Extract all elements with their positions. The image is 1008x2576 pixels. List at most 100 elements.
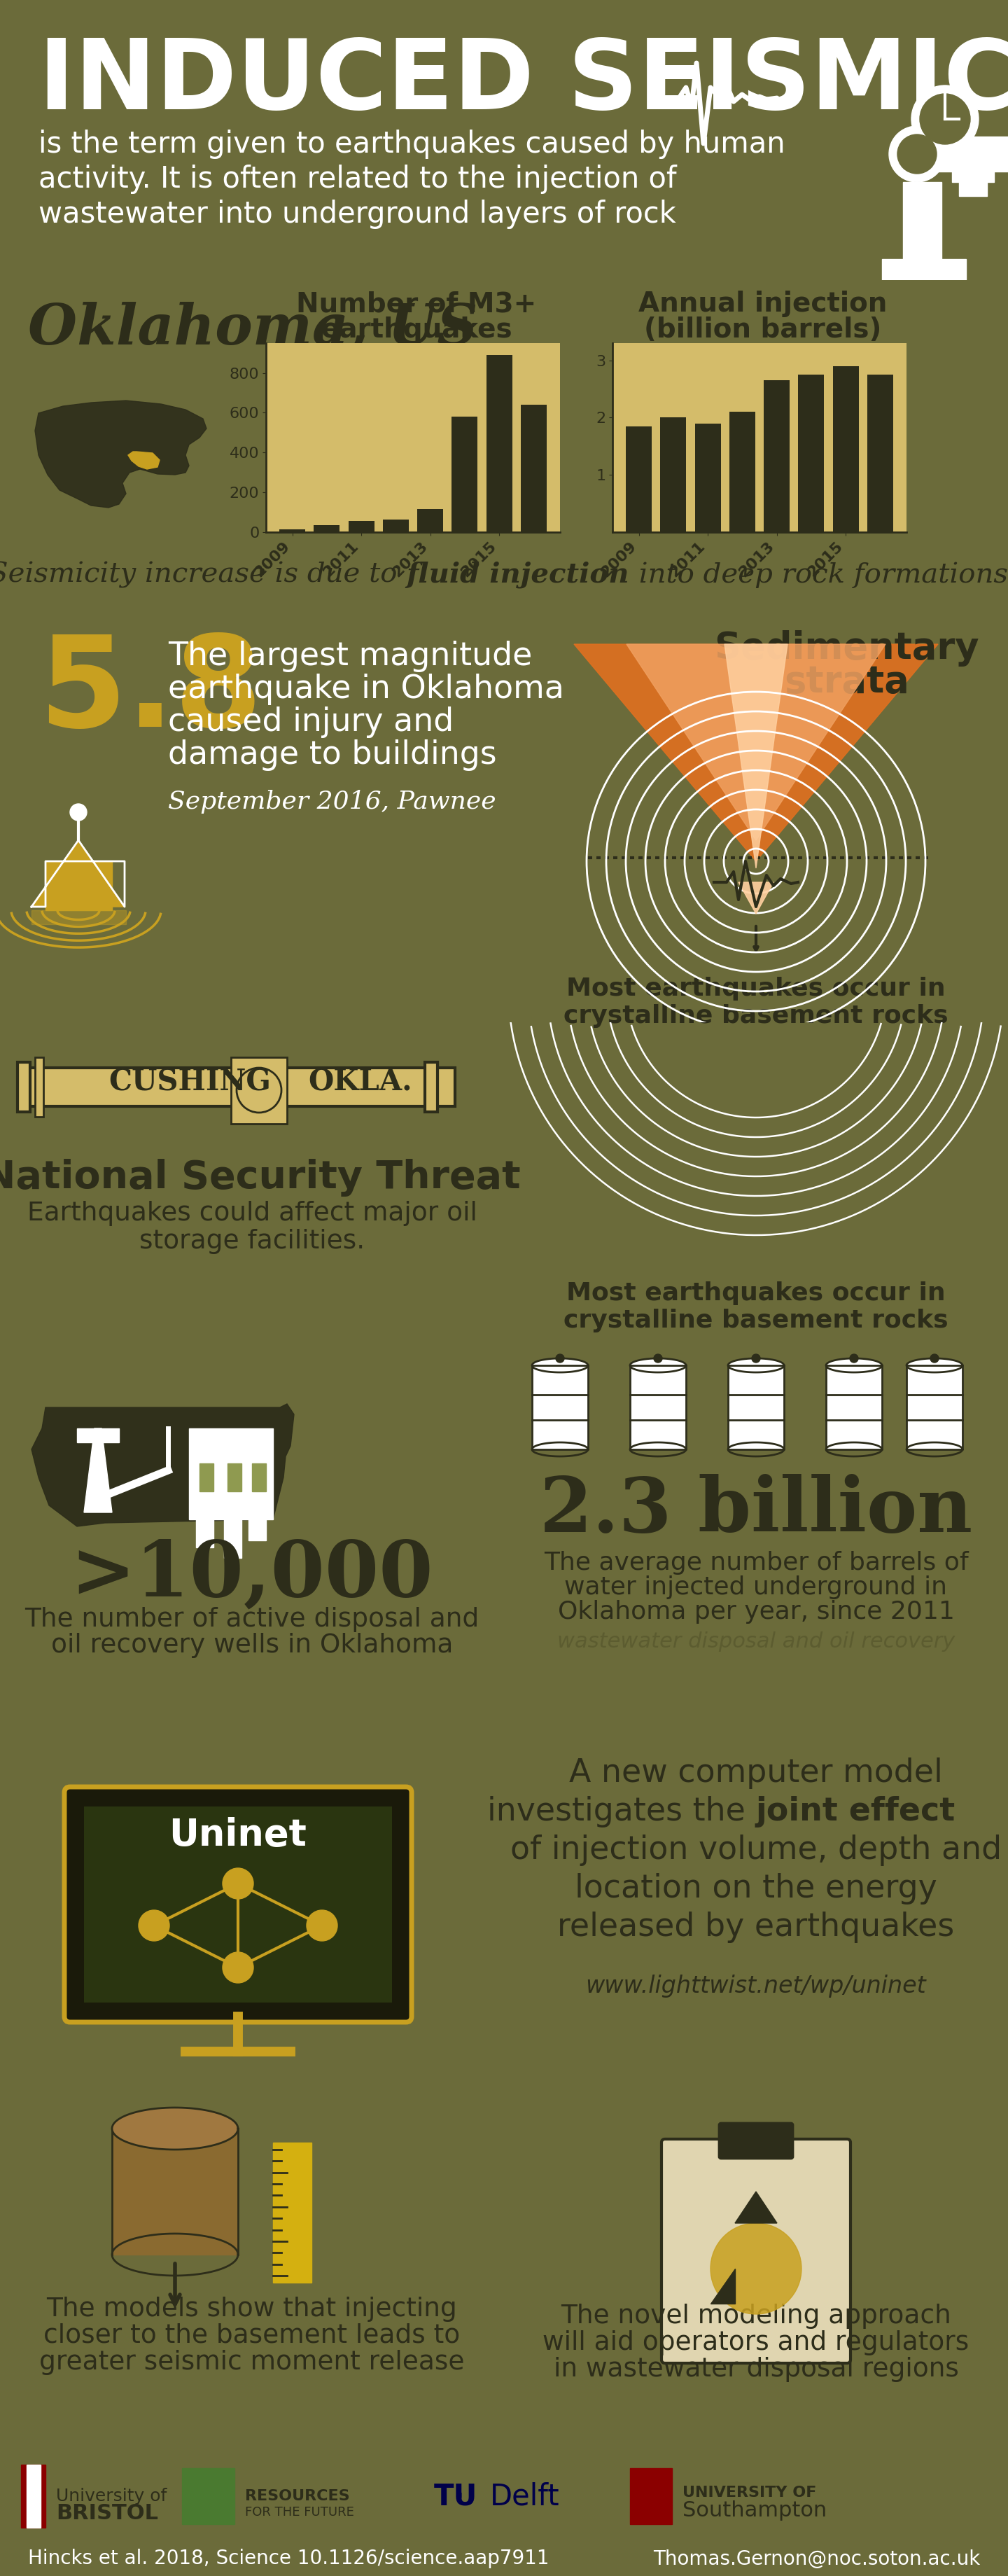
Text: 2.3 billion: 2.3 billion xyxy=(539,1473,973,1548)
Bar xyxy=(833,366,859,533)
Polygon shape xyxy=(906,1358,963,1373)
Text: www.lighttwist.net/wp/uninet: www.lighttwist.net/wp/uninet xyxy=(586,1976,926,1996)
Circle shape xyxy=(897,134,936,173)
Bar xyxy=(959,178,987,196)
Bar xyxy=(764,381,789,533)
Bar xyxy=(182,2468,235,2524)
Text: damage to buildings: damage to buildings xyxy=(168,739,497,770)
Text: Earthquakes could affect major oil: Earthquakes could affect major oil xyxy=(27,1200,477,1226)
Polygon shape xyxy=(249,1520,266,1540)
Text: The novel modeling approach: The novel modeling approach xyxy=(560,2303,952,2329)
Text: RESOURCES: RESOURCES xyxy=(245,2488,350,2504)
Polygon shape xyxy=(252,1463,266,1492)
Bar xyxy=(21,1069,455,1105)
Text: National Security Threat: National Security Threat xyxy=(0,1159,521,1198)
Circle shape xyxy=(889,126,946,183)
Text: joint effect: joint effect xyxy=(756,1795,956,1826)
Text: Oklahoma per year, since 2011: Oklahoma per year, since 2011 xyxy=(557,1600,955,1623)
Polygon shape xyxy=(532,1358,588,1373)
Text: Seismicity increase is due to: Seismicity increase is due to xyxy=(0,562,406,587)
Text: Uninet: Uninet xyxy=(169,1816,306,1852)
Bar xyxy=(21,2465,45,2527)
Text: ᴜ: ᴜ xyxy=(455,2491,462,2501)
Polygon shape xyxy=(735,2192,777,2223)
Text: Sedimentary: Sedimentary xyxy=(715,631,980,667)
Polygon shape xyxy=(630,1358,686,1373)
Text: September 2016, Pawnee: September 2016, Pawnee xyxy=(168,791,496,814)
Text: A new computer model: A new computer model xyxy=(570,1757,942,1788)
Text: UNIVERSITY OF: UNIVERSITY OF xyxy=(682,2486,816,2499)
Polygon shape xyxy=(190,1427,273,1520)
Circle shape xyxy=(223,1953,253,1984)
Text: The number of active disposal and: The number of active disposal and xyxy=(25,1607,479,1633)
Text: greater seismic moment release: greater seismic moment release xyxy=(39,2349,465,2375)
FancyBboxPatch shape xyxy=(65,1788,411,2022)
Text: wastewater into underground layers of rock: wastewater into underground layers of ro… xyxy=(38,198,676,229)
Bar xyxy=(695,422,721,533)
Bar xyxy=(626,425,652,533)
FancyBboxPatch shape xyxy=(719,2123,793,2159)
Text: >10,000: >10,000 xyxy=(71,1538,433,1613)
Polygon shape xyxy=(224,1520,242,1558)
Text: earthquake in Oklahoma: earthquake in Oklahoma xyxy=(168,672,564,706)
Text: TU: TU xyxy=(434,2481,478,2512)
Text: is the term given to earthquakes caused by human: is the term given to earthquakes caused … xyxy=(38,129,785,160)
Polygon shape xyxy=(228,1463,242,1492)
Text: investigates the: investigates the xyxy=(488,1795,756,1826)
Text: Southampton: Southampton xyxy=(682,2501,827,2519)
Bar xyxy=(452,417,478,533)
Bar xyxy=(660,417,686,533)
Polygon shape xyxy=(196,1520,214,1548)
Text: Oklahoma, US: Oklahoma, US xyxy=(28,301,478,355)
Polygon shape xyxy=(31,840,125,907)
Bar xyxy=(798,374,825,533)
Polygon shape xyxy=(128,451,159,469)
Text: will aid operators and regulators: will aid operators and regulators xyxy=(542,2331,970,2354)
Circle shape xyxy=(711,2223,801,2313)
Circle shape xyxy=(306,1911,338,1940)
Bar xyxy=(313,526,340,533)
Text: (billion barrels): (billion barrels) xyxy=(644,317,882,343)
Text: Delft: Delft xyxy=(490,2481,559,2512)
Polygon shape xyxy=(627,644,885,840)
Text: Thomas.Gernon@noc.soton.ac.uk: Thomas.Gernon@noc.soton.ac.uk xyxy=(653,2550,980,2568)
Text: location on the energy: location on the energy xyxy=(575,1873,937,1904)
Text: University of: University of xyxy=(56,2488,167,2504)
Polygon shape xyxy=(112,2107,238,2148)
Text: caused injury and: caused injury and xyxy=(168,706,454,737)
Text: Hincks et al. 2018, Science 10.1126/science.aap7911: Hincks et al. 2018, Science 10.1126/scie… xyxy=(28,2550,549,2568)
Bar xyxy=(349,520,374,533)
Polygon shape xyxy=(31,1404,294,1528)
Text: of injection volume, depth and: of injection volume, depth and xyxy=(510,1834,1002,1865)
Bar xyxy=(867,374,893,533)
Bar xyxy=(425,1061,437,1113)
Polygon shape xyxy=(826,1365,882,1450)
Polygon shape xyxy=(728,1365,784,1450)
Bar xyxy=(35,1056,43,1118)
Text: in wastewater disposal regions: in wastewater disposal regions xyxy=(553,2357,959,2383)
Bar xyxy=(17,1061,30,1113)
Bar xyxy=(630,2468,672,2524)
Circle shape xyxy=(911,85,979,152)
Polygon shape xyxy=(630,1365,686,1450)
Text: BRISTOL: BRISTOL xyxy=(56,2504,158,2524)
FancyBboxPatch shape xyxy=(661,2138,851,2362)
Polygon shape xyxy=(725,644,787,868)
Circle shape xyxy=(930,1355,938,1363)
Text: The models show that injecting: The models show that injecting xyxy=(46,2298,458,2321)
Text: activity. It is often related to the injection of: activity. It is often related to the inj… xyxy=(38,165,676,193)
Bar xyxy=(882,260,966,281)
Bar xyxy=(486,355,512,533)
Polygon shape xyxy=(532,1365,588,1450)
Polygon shape xyxy=(112,2128,238,2254)
Polygon shape xyxy=(574,644,938,860)
Bar xyxy=(26,2465,40,2527)
Polygon shape xyxy=(31,909,126,925)
Text: released by earthquakes: released by earthquakes xyxy=(557,1911,955,1942)
Text: closer to the basement leads to: closer to the basement leads to xyxy=(43,2324,461,2349)
Circle shape xyxy=(91,1492,105,1504)
Bar xyxy=(417,510,444,533)
Text: Most earthquakes occur in
crystalline basement rocks: Most earthquakes occur in crystalline ba… xyxy=(563,1280,949,1332)
Text: into deep rock formations.: into deep rock formations. xyxy=(630,562,1008,587)
Circle shape xyxy=(70,804,87,822)
